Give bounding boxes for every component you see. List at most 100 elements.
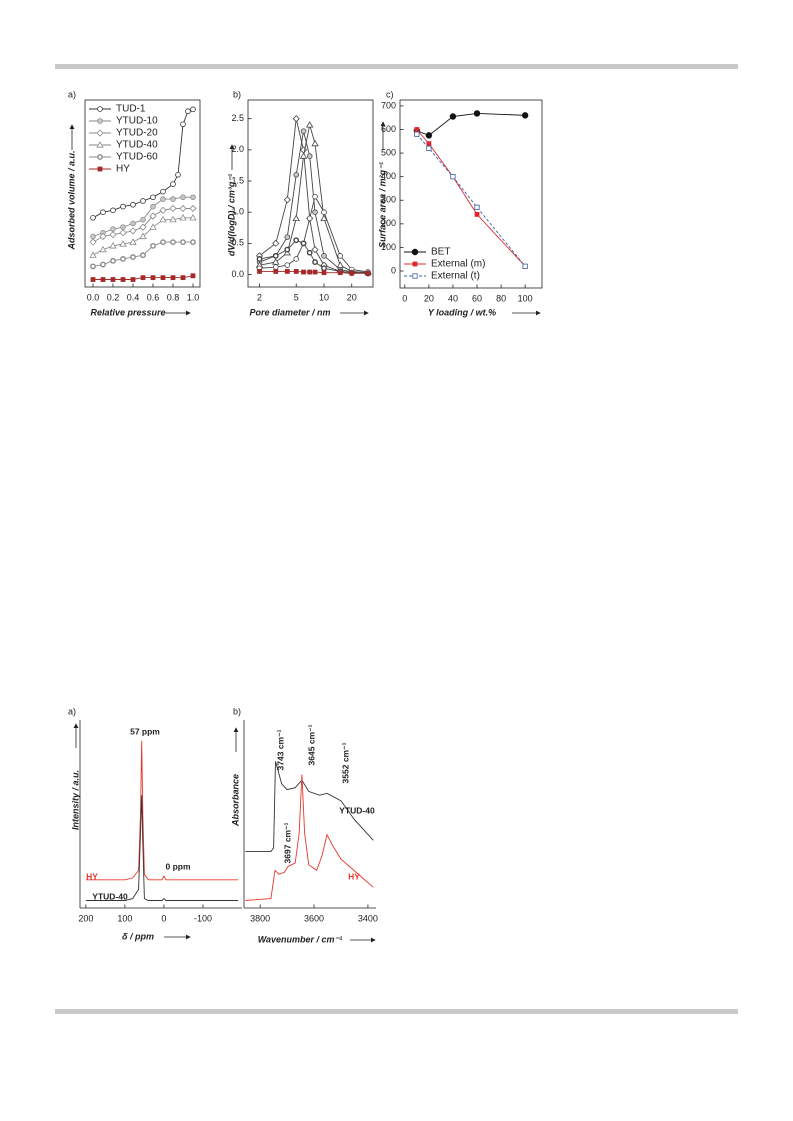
annotation: YTUD-40 [92, 891, 128, 901]
legend-label: YTUD-10 [116, 116, 158, 127]
data-point [169, 215, 177, 223]
data-point [414, 127, 420, 132]
data-point [306, 121, 314, 128]
x-tick-label: 1.0 [187, 292, 200, 302]
data-point [312, 269, 318, 275]
legend-marker [97, 154, 103, 160]
data-point [99, 232, 107, 241]
data-point [293, 269, 299, 274]
data-point [425, 132, 433, 139]
legend-label: BET [431, 247, 450, 258]
data-point [189, 214, 197, 221]
data-point [170, 196, 176, 202]
data-point [284, 262, 291, 268]
data-point [129, 238, 137, 245]
data-point [426, 145, 432, 151]
data-point [307, 269, 313, 275]
data-point [100, 209, 106, 216]
y-axis-label: dV/d(logD) / cm³g⁻¹ [226, 174, 236, 256]
annotation: 3697 cm⁻¹ [282, 822, 292, 863]
data-point [110, 207, 116, 214]
data-point [312, 193, 318, 200]
data-point [321, 270, 327, 276]
data-point [179, 204, 187, 213]
data-point [283, 196, 291, 204]
data-point [139, 223, 147, 231]
data-point [90, 277, 96, 282]
data-point [110, 257, 116, 264]
data-point [449, 113, 457, 120]
annotation: 3552 cm⁻¹ [340, 742, 350, 783]
data-point [474, 212, 480, 217]
axis-arrows [69, 121, 541, 943]
x-tick-label: 80 [496, 293, 506, 303]
x-tick-label: 3800 [250, 913, 270, 923]
x-tick-label: 20 [347, 292, 357, 302]
data-point [426, 141, 432, 147]
x-tick-label: 20 [424, 293, 434, 303]
data-point [100, 277, 106, 282]
data-point [256, 256, 263, 262]
x-tick-label: 10 [319, 292, 329, 302]
data-point [109, 242, 117, 249]
footer-rule [55, 1009, 738, 1014]
legend-label: HY [116, 164, 130, 175]
x-tick-label: 100 [518, 293, 533, 303]
data-point [473, 110, 481, 117]
y-tick-label: 0.0 [231, 269, 244, 279]
y-axis-label: Absorbance [230, 774, 240, 827]
data-point [320, 214, 328, 222]
data-point [306, 249, 313, 256]
data-point [120, 203, 126, 210]
legend-marker [411, 248, 419, 256]
data-point [349, 270, 355, 276]
x-tick-label: 0 [161, 913, 166, 923]
data-point [109, 231, 117, 239]
data-point [312, 259, 318, 265]
x-tick-label: 0.4 [127, 292, 140, 302]
panel-label: b) [233, 706, 241, 716]
data-point [170, 239, 176, 246]
x-tick-label: 0.0 [87, 292, 100, 302]
data-point [160, 239, 166, 246]
data-point [90, 263, 96, 270]
data-point [321, 253, 327, 259]
data-point [365, 270, 371, 276]
y-tick-label: 500 [381, 147, 396, 157]
data-point [99, 245, 107, 253]
legend-marker [412, 273, 418, 279]
legend-label: YTUD-40 [116, 140, 158, 151]
x-tick-label: 3400 [358, 913, 378, 923]
data-point [273, 269, 279, 274]
data-point [130, 277, 136, 282]
data-point [311, 246, 319, 254]
data-point [300, 240, 307, 247]
y-tick-label: 600 [381, 124, 396, 134]
series-line [245, 761, 374, 853]
legend-marker [96, 129, 104, 137]
annotation: YTUD-40 [339, 805, 375, 815]
data-point [180, 275, 186, 281]
data-point [190, 106, 196, 113]
x-tick-label: 60 [472, 293, 482, 303]
x-tick-label: 0 [402, 293, 407, 303]
legend-label: YTUD-60 [116, 152, 158, 163]
x-tick-label: 3600 [304, 913, 324, 923]
plot-frame [247, 99, 374, 288]
data-point [337, 253, 344, 259]
data-point [321, 265, 327, 272]
data-point [450, 174, 456, 180]
data-point [301, 269, 306, 275]
data-point [170, 275, 176, 281]
data-point [306, 215, 313, 222]
plot-frame [399, 99, 543, 289]
data-point [293, 237, 300, 244]
data-point [149, 212, 157, 220]
data-point [321, 209, 327, 216]
plot-frame [84, 99, 201, 288]
x-tick-label: 2 [257, 292, 262, 302]
annotation: 3743 cm⁻¹ [275, 729, 285, 770]
x-axis-label: Wavenumber / cm⁻¹ [258, 934, 343, 944]
